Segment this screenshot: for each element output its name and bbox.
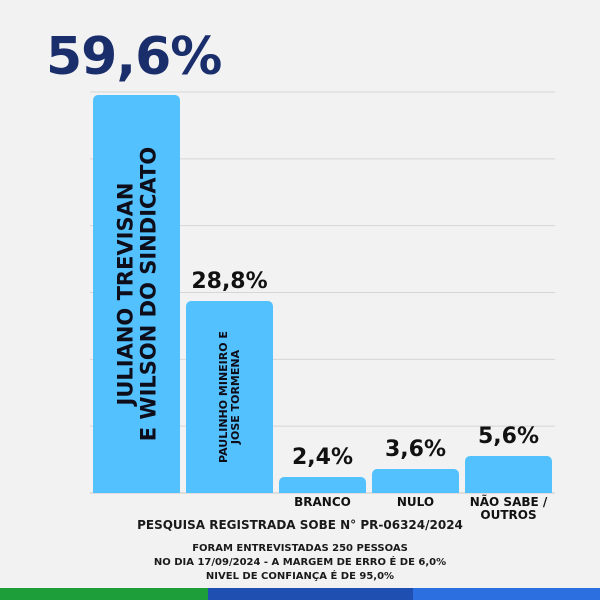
value-label-3: 2,4% (291, 444, 353, 470)
methodology-line-2: NO DIA 17/09/2024 - A MARGEM DE ERRO É D… (153, 557, 447, 568)
bar-5 (465, 455, 552, 493)
bar-2-name-line-2: JOSE TORMENA (228, 349, 242, 444)
registration-text: PESQUISA REGISTRADA SOBE N° PR-06324/202… (137, 518, 463, 532)
value-label-1: 59,6% (46, 26, 222, 87)
category-label-3-line-1: BRANCO (294, 495, 351, 509)
category-label-4: NULO (356, 495, 476, 509)
methodology-line-3: NIVEL DE CONFIANÇA É DE 95,0% (205, 571, 395, 582)
methodology-line-1: FORAM ENTREVISTADAS 250 PESSOAS (192, 543, 408, 554)
bar-2-name: PAULINHO MINEIRO E JOSE TORMENA (216, 330, 242, 463)
stripe-3 (413, 588, 600, 600)
bar-4 (372, 468, 459, 493)
bar-1: JULIANO TREVISAN E WILSON DO SINDICATO (93, 94, 180, 493)
stripe-1 (0, 588, 208, 600)
bar-1-name-line-1: JULIANO TREVISAN (112, 182, 137, 406)
category-label-4-line-1: NULO (396, 495, 435, 509)
category-label-5-line-1: NÃO SABE / (469, 495, 548, 509)
category-label-5: NÃO SABE / OUTROS (449, 495, 569, 523)
bar-1-name: JULIANO TREVISAN E WILSON DO SINDICATO (112, 146, 160, 442)
value-label-5: 5,6% (477, 423, 539, 449)
value-label-2: 28,8% (191, 268, 268, 294)
category-label-5-line-2: OUTROS (480, 508, 537, 523)
category-label-3: BRANCO (263, 495, 383, 509)
bar-2: PAULINHO MINEIRO E JOSE TORMENA (186, 300, 273, 493)
bar-1-name-line-2: E WILSON DO SINDICATO (135, 146, 160, 442)
bar-2-name-line-1: PAULINHO MINEIRO E (216, 330, 230, 463)
value-label-4: 3,6% (384, 436, 446, 462)
bar-3 (279, 476, 366, 493)
stripe-2 (208, 588, 413, 600)
